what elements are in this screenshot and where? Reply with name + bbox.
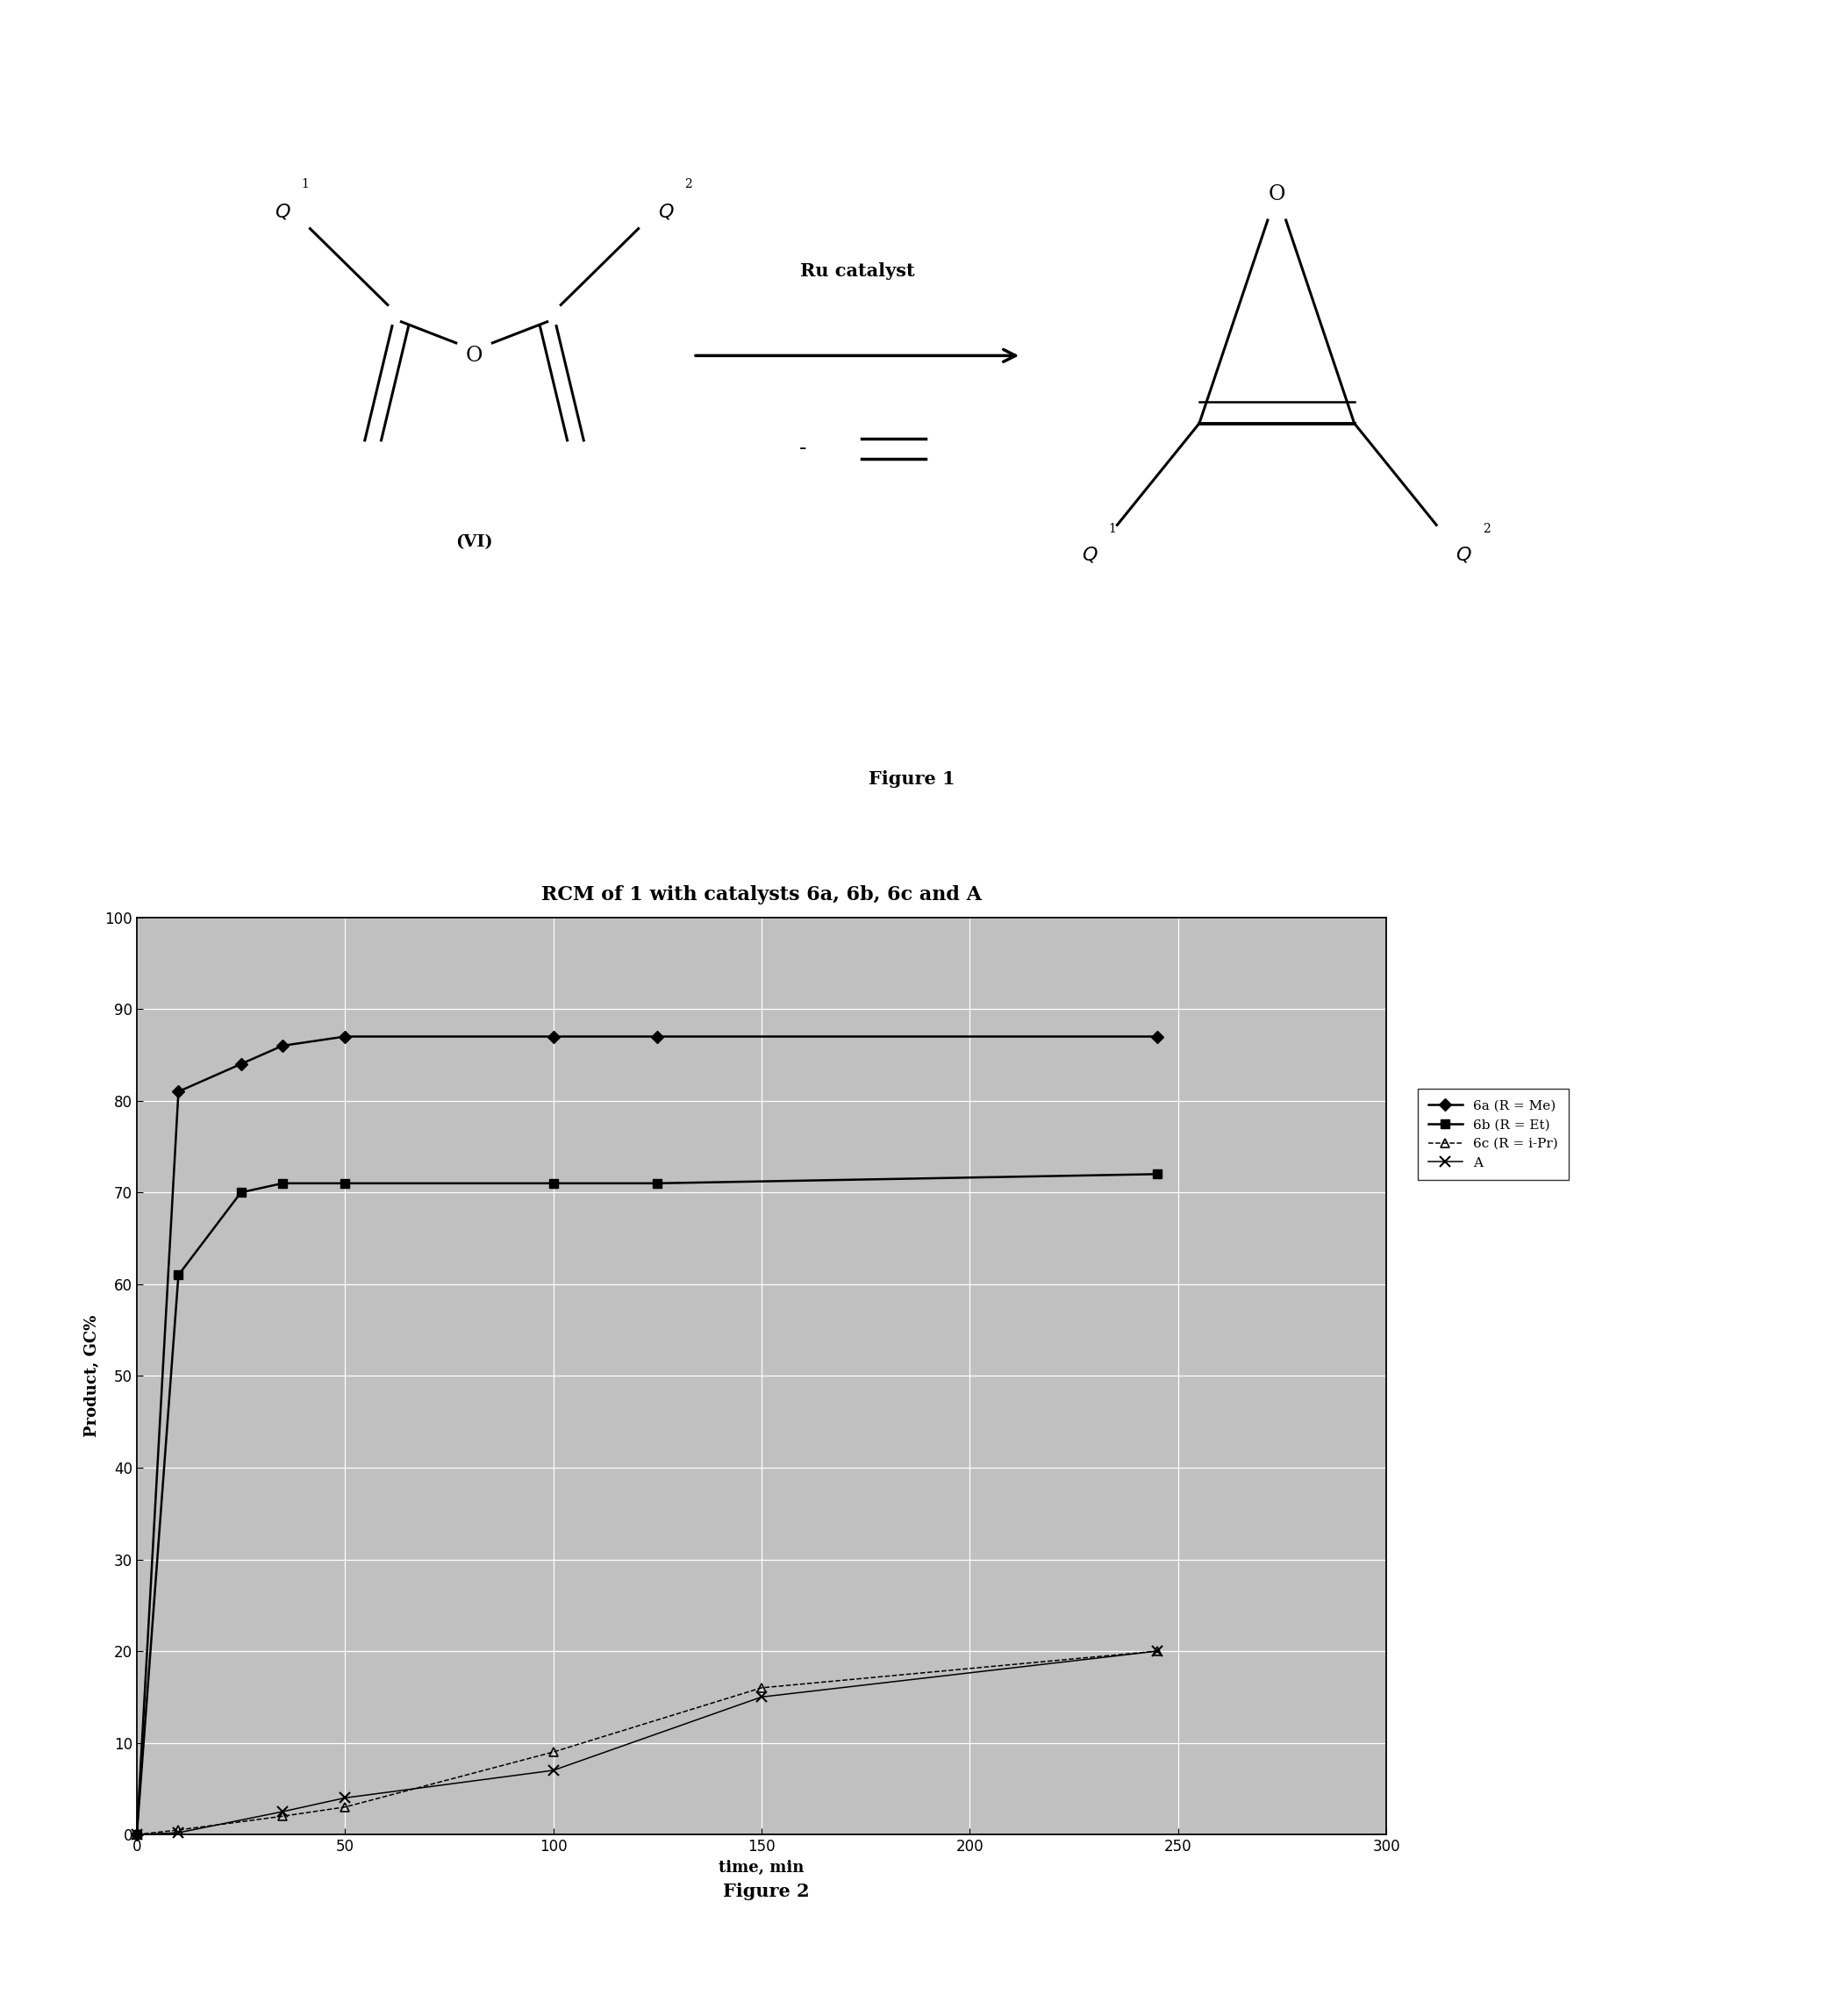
6c (R = i-Pr): [334, 1794, 356, 1818]
Text: $Q$: $Q$: [1456, 544, 1472, 564]
6a (R = Me): [1145, 1024, 1167, 1048]
6b (R = Et): [1145, 1161, 1167, 1185]
6b (R = Et): [230, 1179, 252, 1204]
Text: $Q$: $Q$: [1082, 544, 1098, 564]
Y-axis label: Product, GC%: Product, GC%: [84, 1314, 100, 1437]
6a (R = Me): [272, 1034, 294, 1058]
Text: Ru catalyst: Ru catalyst: [801, 262, 914, 280]
6b (R = Et): [334, 1171, 356, 1195]
A: [272, 1800, 294, 1824]
Legend: 6a (R = Me), 6b (R = Et), 6c (R = i-Pr), A: 6a (R = Me), 6b (R = Et), 6c (R = i-Pr),…: [1417, 1089, 1569, 1179]
A: [1145, 1639, 1167, 1663]
6b (R = Et): [272, 1171, 294, 1195]
Line: 6c (R = i-Pr): 6c (R = i-Pr): [133, 1647, 1162, 1839]
6a (R = Me): [334, 1024, 356, 1048]
A: [542, 1758, 564, 1782]
X-axis label: time, min: time, min: [719, 1859, 804, 1875]
Line: 6b (R = Et): 6b (R = Et): [133, 1169, 1162, 1839]
6a (R = Me): [646, 1024, 668, 1048]
Line: 6a (R = Me): 6a (R = Me): [133, 1032, 1162, 1839]
6a (R = Me): [126, 1822, 148, 1847]
Text: $Q$: $Q$: [275, 202, 290, 222]
A: [334, 1786, 356, 1810]
Text: 2: 2: [684, 179, 693, 192]
A: [751, 1685, 773, 1710]
Text: Figure 2: Figure 2: [722, 1883, 810, 1899]
6b (R = Et): [542, 1171, 564, 1195]
6b (R = Et): [168, 1262, 190, 1286]
Text: 1: 1: [1109, 522, 1116, 536]
Text: O: O: [465, 345, 483, 365]
6a (R = Me): [168, 1079, 190, 1103]
A: [126, 1822, 148, 1847]
6c (R = i-Pr): [542, 1740, 564, 1764]
6a (R = Me): [542, 1024, 564, 1048]
Text: O: O: [1268, 185, 1286, 206]
A: [168, 1820, 190, 1845]
6c (R = i-Pr): [272, 1804, 294, 1829]
Title: RCM of 1 with catalysts 6a, 6b, 6c and A: RCM of 1 with catalysts 6a, 6b, 6c and A: [542, 885, 981, 905]
Text: -: -: [799, 439, 806, 460]
Text: (VI): (VI): [456, 534, 492, 550]
Text: $Q$: $Q$: [658, 202, 673, 222]
6c (R = i-Pr): [126, 1822, 148, 1847]
Line: A: A: [131, 1647, 1162, 1839]
Text: 2: 2: [1483, 522, 1490, 536]
6a (R = Me): [230, 1052, 252, 1077]
6c (R = i-Pr): [1145, 1639, 1167, 1663]
6b (R = Et): [646, 1171, 668, 1195]
6c (R = i-Pr): [168, 1818, 190, 1843]
Text: 1: 1: [301, 179, 310, 192]
6b (R = Et): [126, 1822, 148, 1847]
6c (R = i-Pr): [751, 1675, 773, 1699]
Text: Figure 1: Figure 1: [868, 770, 956, 788]
